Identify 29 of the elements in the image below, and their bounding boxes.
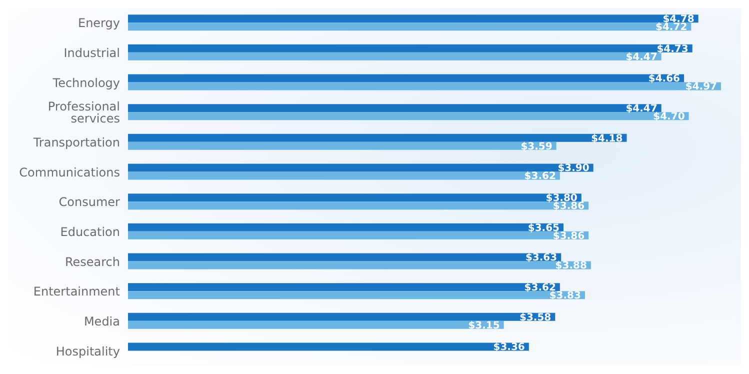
data-label: $3.59 [520,141,552,152]
y-tick-label: Professional services [48,100,120,126]
data-label: $3.36 [493,342,525,354]
data-label: $3.83 [549,290,582,302]
data-label: $3.58 [520,312,552,324]
y-tick-label: Communications [19,165,120,180]
y-tick-label: Education [60,225,120,240]
data-label: $4.47 [626,52,658,63]
y-tick-label: Consumer [58,195,120,210]
y-tick-label: Technology [52,76,120,90]
data-label: $3.62 [524,171,556,182]
y-tick-label: Media [84,314,120,329]
data-label: $4.73 [656,44,688,55]
data-label: $4.72 [656,22,688,34]
y-tick-label: Transportation [32,136,120,150]
data-label: $3.86 [552,201,585,212]
data-label: $4.70 [653,112,685,123]
data-label: $3.88 [555,260,587,272]
data-label: $4.66 [648,74,680,85]
data-label: $3.90 [558,163,590,174]
y-tick-label: Hospitality [56,344,120,358]
data-label: $3.15 [468,320,500,332]
data-label: $4.18 [591,133,623,144]
y-tick-label: Energy [78,16,120,30]
y-tick-label: Entertainment [33,284,120,299]
y-tick-label: Research [64,254,120,269]
y-tick-label: Industrial [64,46,120,60]
data-label: $3.63 [525,252,558,264]
data-label: $4.97 [685,82,718,93]
